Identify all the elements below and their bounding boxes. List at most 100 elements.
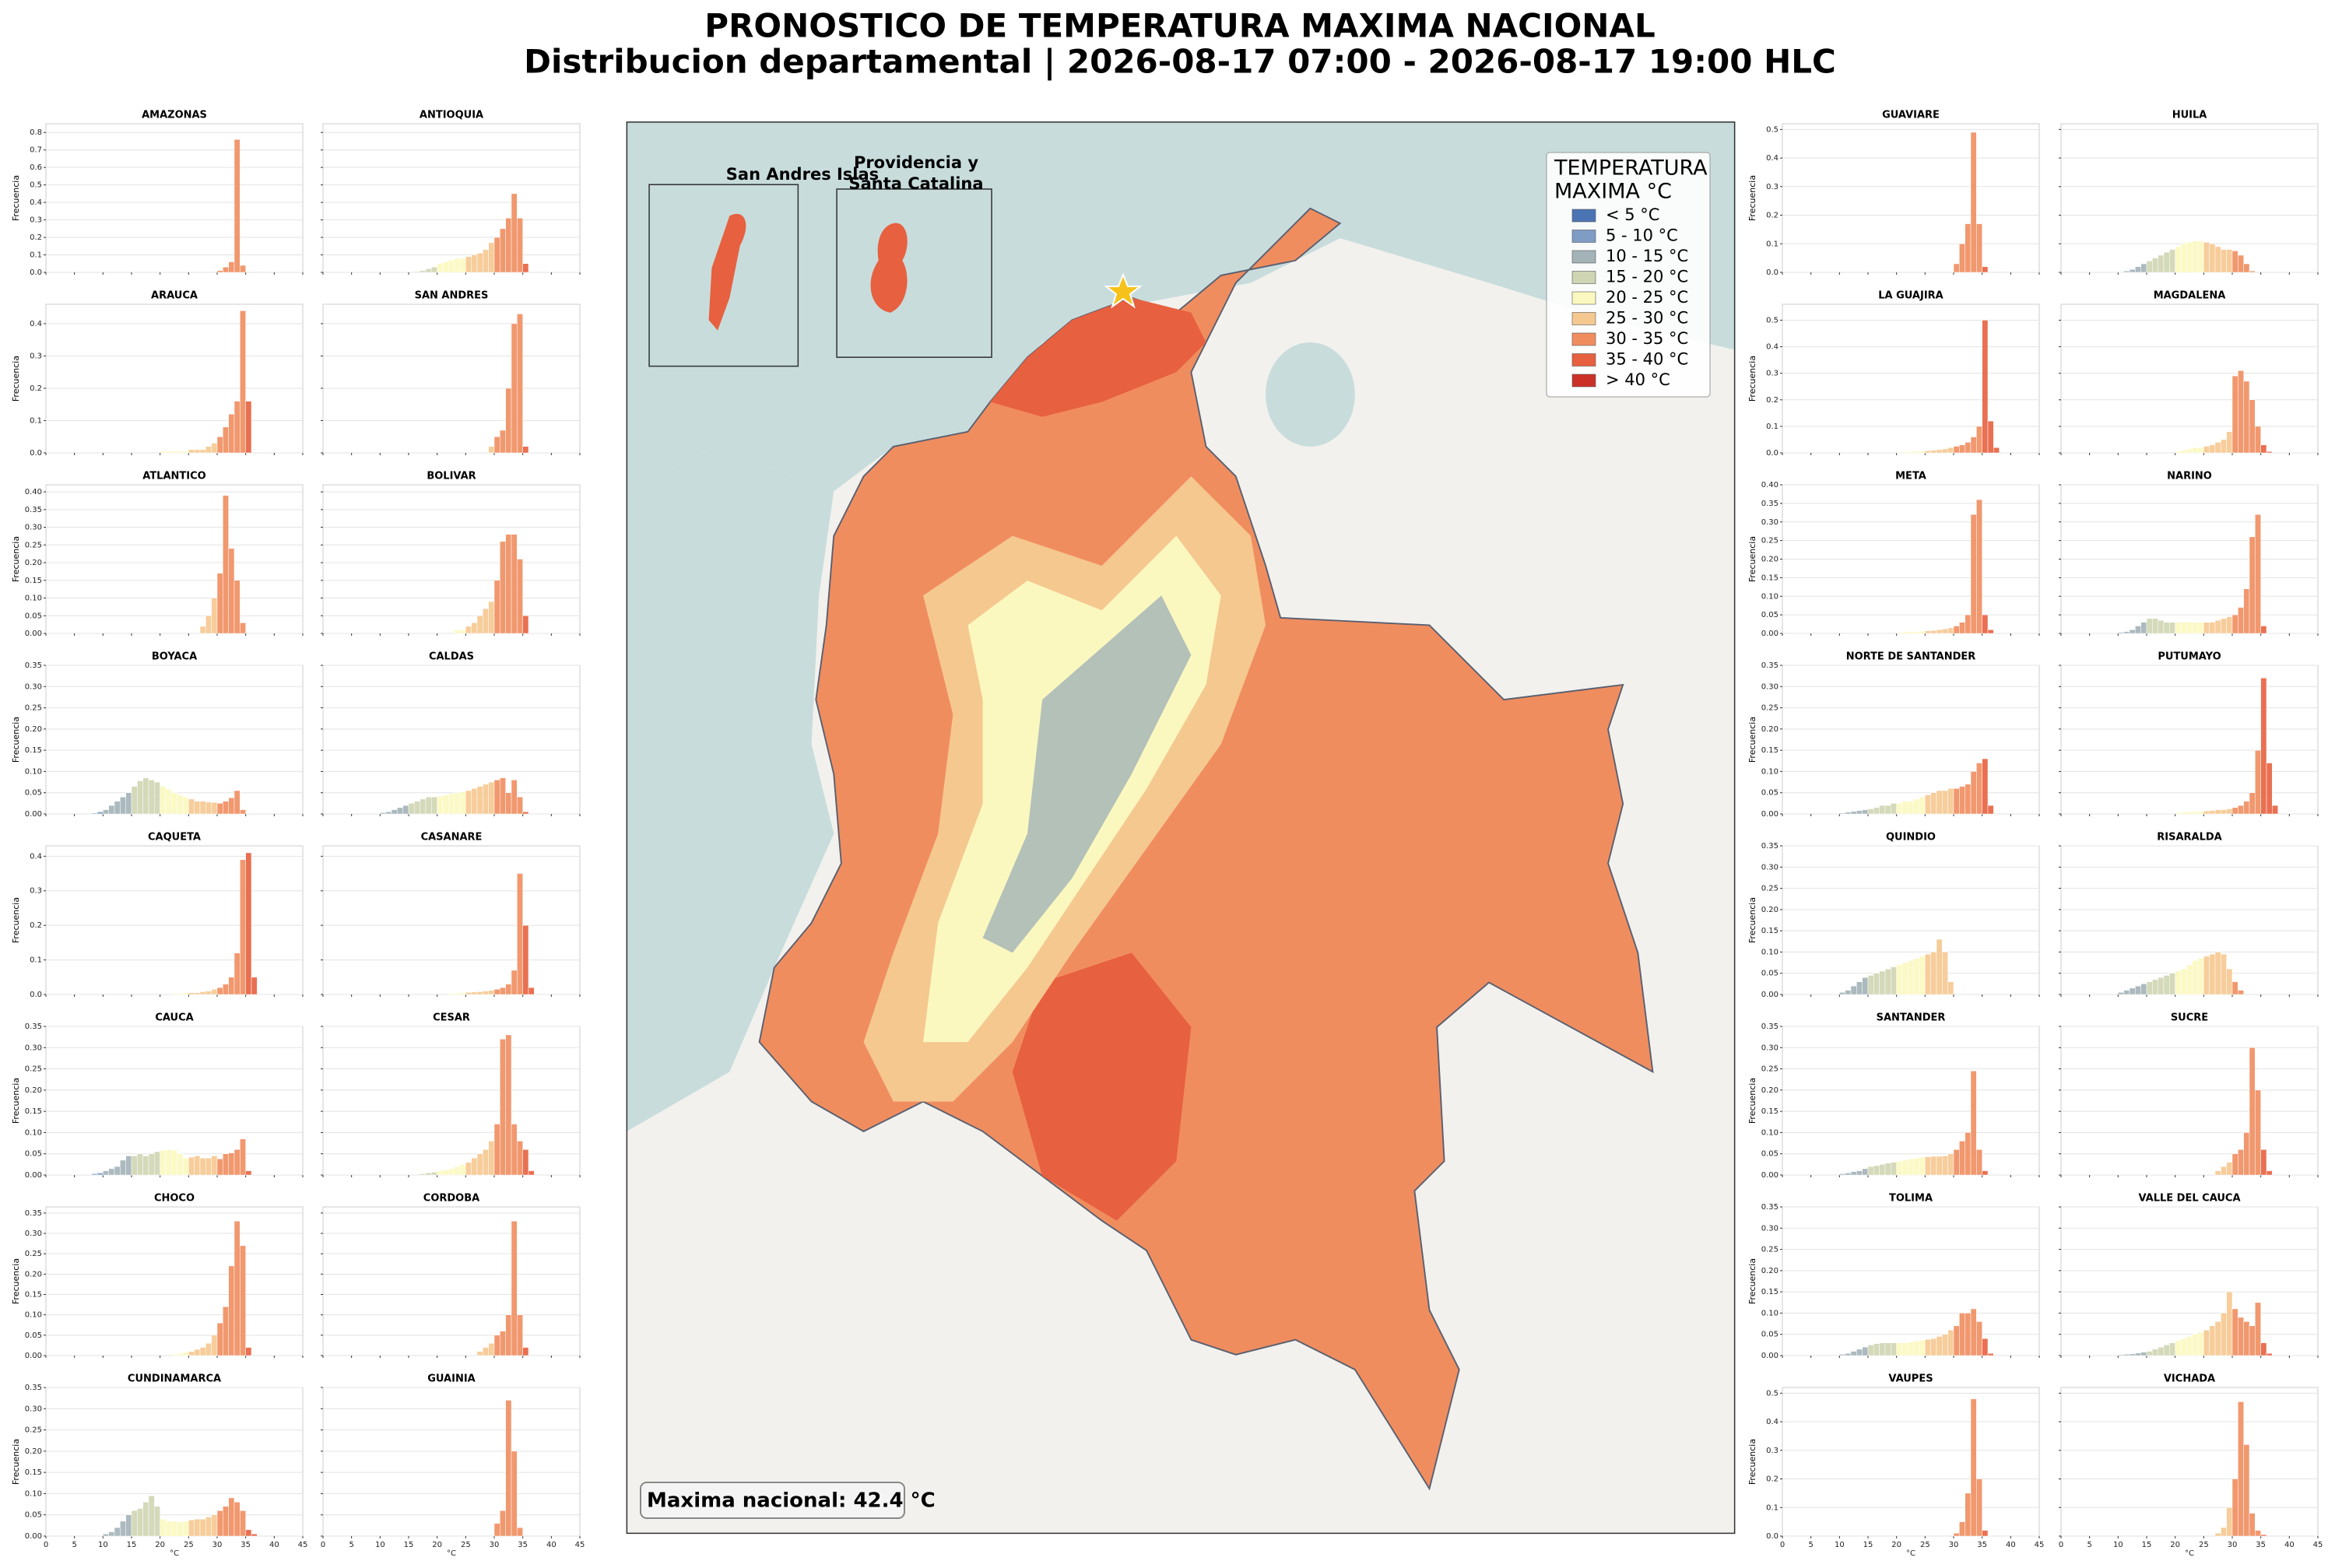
x-tick-label: 0 — [1780, 1541, 1785, 1549]
y-tick-label: 0.1 — [30, 416, 42, 425]
bar — [1942, 1156, 1948, 1176]
bar — [205, 1517, 212, 1537]
bar — [483, 991, 489, 995]
bar — [1901, 962, 1908, 995]
bar — [437, 1170, 444, 1176]
y-tick-label: 0.25 — [25, 1250, 42, 1258]
bar — [448, 793, 455, 815]
bar — [1930, 1156, 1937, 1176]
plot-frame — [45, 845, 304, 995]
x-tick-label: 30 — [2228, 1541, 2238, 1549]
bar — [182, 992, 189, 995]
y-tick-label: 0.25 — [25, 704, 42, 713]
y-tick-label: 0.0 — [30, 268, 42, 277]
bar — [493, 989, 500, 995]
bar — [1987, 1353, 1994, 1356]
bar — [483, 249, 489, 273]
panel-title: GUAVIARE — [1882, 110, 1940, 121]
y-tick-label: 0.00 — [1761, 810, 1778, 819]
y-axis-label: Frecuencia — [11, 897, 21, 943]
bar — [500, 987, 506, 995]
bar — [2163, 252, 2170, 273]
bar — [148, 1153, 155, 1176]
bar — [199, 991, 206, 995]
bar — [165, 451, 172, 454]
bar — [425, 268, 432, 273]
bar — [1891, 803, 1897, 815]
bar — [211, 1514, 218, 1537]
bar — [1913, 631, 1920, 634]
y-tick-label: 0.20 — [25, 725, 42, 734]
bar — [240, 1510, 246, 1537]
panel-title: QUINDIO — [1886, 832, 1936, 844]
plot-frame — [45, 1387, 304, 1537]
bar — [2209, 244, 2216, 273]
y-tick-label: 0.15 — [1761, 1107, 1778, 1116]
bar — [1908, 1159, 1914, 1176]
x-tick-label: 5 — [2087, 1541, 2091, 1549]
bar — [177, 1521, 184, 1537]
y-tick-label: 0.30 — [1761, 682, 1778, 691]
bar — [2203, 810, 2210, 815]
bar — [1839, 1354, 1845, 1356]
legend-label: < 5 °C — [1606, 205, 1659, 224]
bar — [1976, 499, 1982, 634]
panel-title: ARAUCA — [151, 290, 198, 302]
bar — [1856, 810, 1863, 815]
bar — [1839, 992, 1845, 995]
bar — [1850, 1351, 1857, 1356]
bar — [488, 601, 495, 634]
bar — [2152, 258, 2158, 273]
bar — [108, 805, 115, 815]
bar — [2135, 985, 2141, 995]
bar — [199, 1518, 206, 1537]
bar — [402, 805, 409, 815]
y-tick-label: 0.0 — [1766, 449, 1778, 458]
x-tick-label: 10 — [2113, 1541, 2123, 1549]
legend-title: MAXIMA °C — [1554, 180, 1672, 204]
x-tick-label: 35 — [518, 1541, 528, 1549]
bar — [1919, 796, 1926, 815]
bar — [97, 1173, 104, 1176]
bar — [528, 987, 535, 995]
plot-frame — [322, 303, 581, 454]
y-axis-label: Frecuencia — [11, 356, 21, 402]
bar — [454, 992, 461, 995]
bar — [488, 242, 495, 273]
bar — [1947, 1330, 1954, 1356]
plot-frame — [1782, 665, 2040, 815]
bar — [493, 436, 500, 454]
inset-island — [870, 223, 908, 313]
bar — [234, 1221, 241, 1356]
bar — [517, 559, 523, 634]
y-tick-label: 0.3 — [30, 216, 42, 225]
bar — [2123, 1354, 2130, 1356]
bar — [240, 859, 246, 995]
bar — [493, 580, 500, 634]
bar — [1942, 629, 1948, 634]
bar — [459, 1164, 466, 1176]
x-tick-label: 45 — [2313, 1541, 2323, 1549]
bar — [2231, 981, 2238, 995]
bar — [1970, 1308, 1977, 1356]
plot-frame — [1782, 1387, 2040, 1537]
bar — [1947, 981, 1954, 995]
bar — [517, 1527, 523, 1537]
bar — [234, 1502, 241, 1537]
panel-title: BOLIVAR — [427, 471, 476, 482]
legend-label: 15 - 20 °C — [1606, 268, 1688, 286]
bar — [2129, 1353, 2136, 1356]
y-tick-label: 0.35 — [1761, 661, 1778, 670]
y-tick-label: 0.10 — [1761, 948, 1778, 956]
y-tick-label: 0.10 — [1761, 592, 1778, 601]
bar — [2238, 990, 2244, 995]
y-tick-label: 0.00 — [25, 1352, 42, 1360]
bar — [228, 548, 235, 634]
bar — [2209, 444, 2216, 454]
bar — [2209, 953, 2216, 995]
bar — [2135, 626, 2141, 634]
bar — [420, 270, 427, 273]
bar — [2186, 1336, 2193, 1356]
bar — [125, 792, 132, 815]
bar — [2209, 1325, 2216, 1356]
